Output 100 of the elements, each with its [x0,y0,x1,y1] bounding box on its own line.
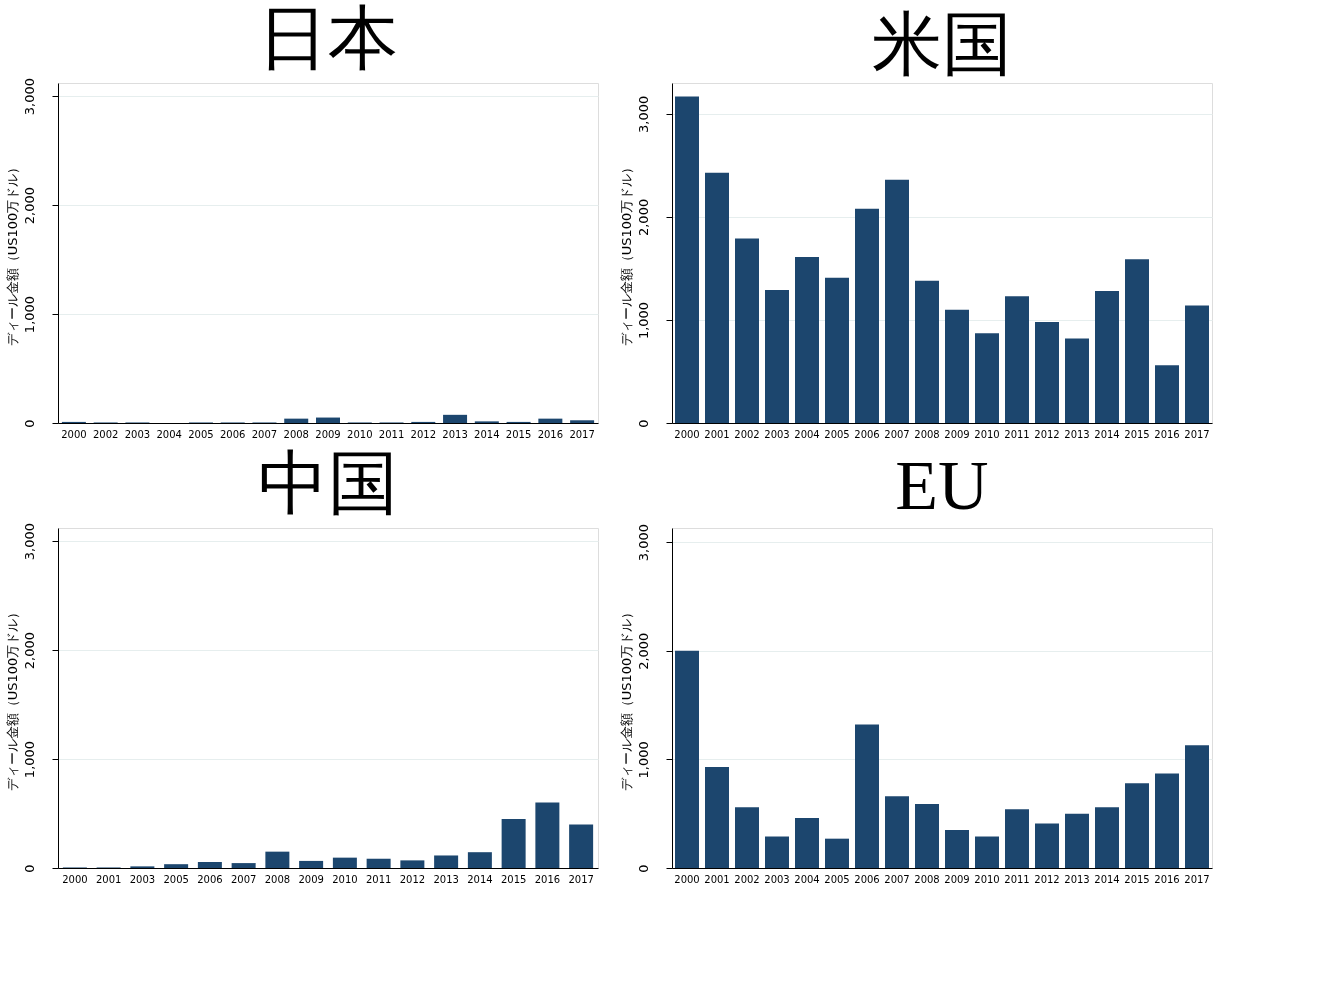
x-tick-label: 2008 [264,873,291,885]
y-tick-label: 2,000 [21,631,37,670]
x-tick-label: 2002 [734,428,760,440]
x-tick-label: 2014 [474,428,500,440]
y-tick-label: 3,000 [635,524,651,562]
x-tick-label: 2009 [944,873,970,885]
x-tick-label: 2016 [1154,873,1180,885]
bar [885,179,909,423]
y-axis-title: ディール金額（US100万ドル） [4,160,20,347]
x-tick-label: 2005 [188,428,214,440]
x-tick-label: 2012 [399,873,426,885]
bar [1185,745,1209,868]
bar [795,818,819,868]
bar [765,290,789,423]
x-tick-label: 2007 [230,873,257,885]
x-tick-label: 2008 [914,428,940,440]
x-tick-label: 2006 [219,428,246,440]
chart-title: 日本 [258,0,398,78]
x-tick-label: 2015 [500,873,527,885]
chart-title: 中国 [258,445,398,523]
y-tick-label: 0 [21,864,37,873]
x-tick-label: 2004 [794,873,820,885]
x-tick-label: 2010 [332,873,358,885]
x-tick-label: 2005 [824,873,850,885]
x-tick-label: 2009 [944,428,970,440]
x-tick-label: 2001 [95,873,122,885]
x-tick-label: 2007 [251,428,278,440]
bar [1005,809,1029,868]
y-tick-label: 0 [21,419,37,428]
y-axis-title: ディール金額（US100万ドル） [618,160,634,347]
bar [164,864,189,868]
x-tick-label: 2002 [734,873,760,885]
bar [1155,773,1179,868]
x-tick-label: 2012 [1034,873,1060,885]
y-tick-label: 1,000 [21,295,37,334]
bar [855,208,879,423]
bar [1095,807,1119,868]
bar [975,333,999,423]
x-tick-label: 2013 [1064,428,1090,440]
x-tick-label: 2017 [569,428,595,440]
y-tick-label: 1,000 [635,301,651,340]
x-tick-label: 2016 [534,873,561,885]
y-tick-label: 3,000 [21,77,37,116]
y-tick-label: 3,000 [21,522,37,561]
x-tick-label: 2006 [854,873,880,885]
x-tick-label: 2003 [124,428,151,440]
bar [885,796,909,868]
bar [765,836,789,868]
x-tick-label: 2000 [674,428,700,440]
bar [1005,296,1029,423]
x-tick-label: 2011 [1004,873,1030,885]
bar [1125,259,1149,423]
bar [569,824,594,868]
x-tick-label: 2015 [505,428,532,440]
x-tick-label: 2000 [61,428,87,440]
x-tick-label: 2007 [884,428,910,440]
x-tick-label: 2001 [704,428,730,440]
bar [1185,305,1209,423]
x-tick-label: 2003 [764,873,790,885]
y-axis-title: ディール金額（US100万ドル） [4,605,20,792]
x-tick-label: 2015 [1124,428,1150,440]
x-tick-label: 2016 [1154,428,1180,440]
bar [1035,322,1059,423]
bar [1035,823,1059,868]
x-tick-label: 2004 [794,428,820,440]
x-tick-label: 2016 [537,428,564,440]
bar [197,862,222,868]
bar [332,857,357,868]
bar [945,829,969,868]
bar [400,860,425,868]
bar [705,172,729,423]
x-tick-label: 2010 [974,873,1000,885]
x-tick-label: 2002 [92,428,119,440]
x-tick-label: 2013 [442,428,468,440]
x-tick-label: 2009 [315,428,341,440]
x-tick-label: 2014 [1094,428,1120,440]
bar [825,838,849,868]
x-tick-label: 2008 [914,873,940,885]
y-tick-label: 1,000 [21,740,37,779]
bar [855,724,879,868]
bar [735,238,759,423]
x-tick-label: 2003 [129,873,156,885]
bar [945,309,969,423]
bar [1095,291,1119,423]
bar [675,96,699,423]
x-tick-label: 2010 [974,428,1000,440]
bar [1065,813,1089,868]
y-tick-label: 2,000 [635,632,651,670]
x-tick-label: 2003 [764,428,790,440]
x-tick-label: 2004 [156,428,182,440]
x-tick-label: 2005 [163,873,189,885]
bar [501,818,526,868]
x-tick-label: 2017 [568,873,594,885]
bar [735,807,759,868]
bar [705,766,729,868]
x-tick-label: 2012 [1034,428,1060,440]
x-tick-label: 2013 [1064,873,1090,885]
y-tick-label: 2,000 [21,186,37,225]
x-tick-label: 2011 [378,428,405,440]
chart-title: 米国 [872,6,1012,83]
